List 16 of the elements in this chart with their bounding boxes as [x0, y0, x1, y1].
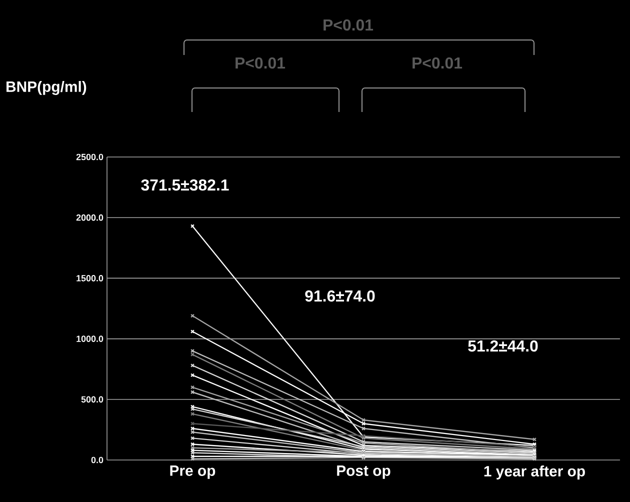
annotation: 51.2±44.0 [468, 340, 538, 352]
y-axis-title: BNP(pg/ml) [6, 81, 86, 95]
text: P<0.01 [236, 57, 286, 69]
text: P<0.01 [412, 57, 462, 69]
y-tick-label: 2000.0 [76, 214, 104, 221]
y-tick-label: 1000.0 [76, 336, 104, 342]
annotation: 91.6±74.0 [305, 290, 375, 302]
x-tick-label: 1 year after op [484, 466, 585, 480]
annotation: 371.5±382.1 [141, 179, 229, 191]
text: P<0.01 [324, 19, 374, 31]
y-tick-label: 2500.0 [76, 154, 104, 160]
y-tick-label: 1500.0 [76, 275, 104, 282]
y-tick-label: 0.0 [91, 456, 104, 464]
x-tick-label: Pre op [170, 466, 216, 479]
x-tick-label: Post op [337, 466, 390, 479]
y-tick-label: 500.0 [81, 396, 104, 403]
